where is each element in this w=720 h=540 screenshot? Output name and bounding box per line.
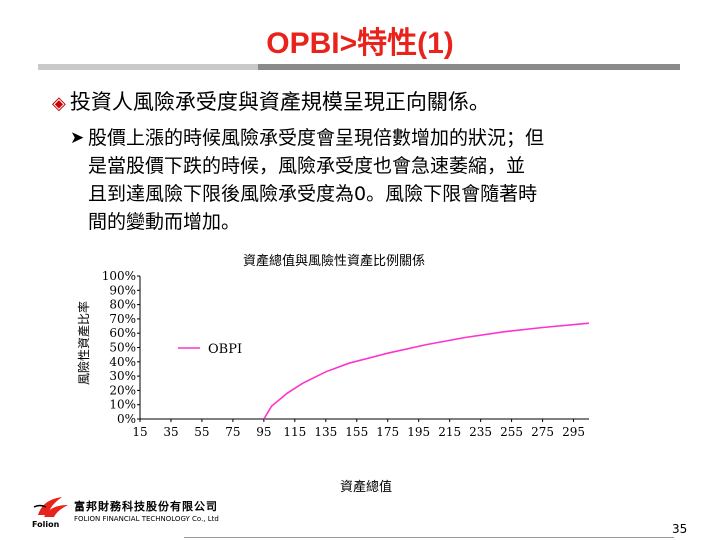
para-line-4: 間的變動而增加。 bbox=[88, 211, 241, 233]
x-tick-label: 295 bbox=[562, 425, 585, 439]
phoenix-logo-icon bbox=[33, 497, 68, 517]
y-tick-label: 50% bbox=[109, 341, 136, 355]
x-tick-label: 215 bbox=[438, 425, 461, 439]
x-tick-label: 195 bbox=[407, 425, 430, 439]
y-tick-label: 40% bbox=[109, 355, 136, 369]
x-tick-label: 135 bbox=[314, 425, 337, 439]
diamond-bullet-icon: ◈ bbox=[52, 93, 66, 114]
x-tick-label: 55 bbox=[194, 425, 209, 439]
y-tick-label: 100% bbox=[102, 269, 136, 283]
y-tick-label: 60% bbox=[109, 326, 136, 340]
series-line-obpi bbox=[263, 322, 590, 420]
main-bullet-text: 投資人風險承受度與資產規模呈現正向關係。 bbox=[69, 90, 490, 114]
x-tick-label: 235 bbox=[469, 425, 492, 439]
page-number: 35 bbox=[672, 522, 688, 536]
title-divider bbox=[38, 64, 680, 70]
para-line-1: 股價上漲的時候風險承受度會呈現倍數增加的狀況；但 bbox=[88, 127, 545, 149]
x-tick-label: 155 bbox=[345, 425, 368, 439]
x-tick-label: 255 bbox=[500, 425, 523, 439]
line-chart: 資產總值與風險性資產比例關係 風險性資產比率 資產總值 0%10%20%30%4… bbox=[76, 253, 590, 495]
y-tick-label: 90% bbox=[109, 283, 136, 297]
sub-paragraph: ➤ 股價上漲的時候風險承受度會呈現倍數增加的狀況；但 是當股價下跌的時候，風險承… bbox=[70, 124, 688, 236]
footer-divider bbox=[184, 537, 674, 538]
y-tick-label: 30% bbox=[109, 369, 136, 383]
y-tick-label: 80% bbox=[109, 298, 136, 312]
company-name-en: FOLION FINANCIAL TECHNOLOGY Co., Ltd bbox=[74, 515, 219, 523]
x-tick-label: 35 bbox=[163, 425, 178, 439]
y-tick-label: 20% bbox=[109, 383, 136, 397]
para-line-2: 是當股價下跌的時候，風險承受度也會急速萎縮，並 bbox=[88, 155, 526, 177]
x-tick-label: 95 bbox=[256, 425, 271, 439]
x-tick-label: 115 bbox=[283, 425, 306, 439]
company-logo: 富邦財務科技股份有限公司 FOLION FINANCIAL TECHNOLOGY… bbox=[30, 495, 219, 537]
company-name-zh: 富邦財務科技股份有限公司 bbox=[74, 500, 218, 513]
arrow-bullet-icon: ➤ bbox=[70, 128, 85, 148]
para-line-3: 且到達風險下限後風險承受度為0。風險下限會隨著時 bbox=[88, 183, 538, 205]
main-bullet: ◈ 投資人風險承受度與資產規模呈現正向關係。 bbox=[52, 86, 490, 116]
y-tick-label: 0% bbox=[117, 412, 136, 426]
y-tick-label: 70% bbox=[109, 312, 136, 326]
slide-title: OPBI>特性(1) bbox=[266, 27, 454, 60]
brand-name: Folion bbox=[32, 520, 60, 529]
chart-y-label: 風險性資產比率 bbox=[76, 301, 91, 385]
x-tick-label: 15 bbox=[132, 425, 147, 439]
chart-title: 資產總值與風險性資產比例關係 bbox=[243, 253, 425, 269]
x-tick-label: 75 bbox=[225, 425, 240, 439]
chart-container: 資產總值與風險性資產比例關係 風險性資產比率 資產總值 0% 10% 20% 30% 4… bbox=[74, 243, 594, 499]
x-tick-label: 275 bbox=[531, 425, 554, 439]
legend-label: OBPI bbox=[208, 342, 242, 357]
chart-x-label: 資產總值 bbox=[340, 479, 392, 495]
x-tick-label: 175 bbox=[376, 425, 399, 439]
y-tick-label: 10% bbox=[109, 398, 136, 412]
